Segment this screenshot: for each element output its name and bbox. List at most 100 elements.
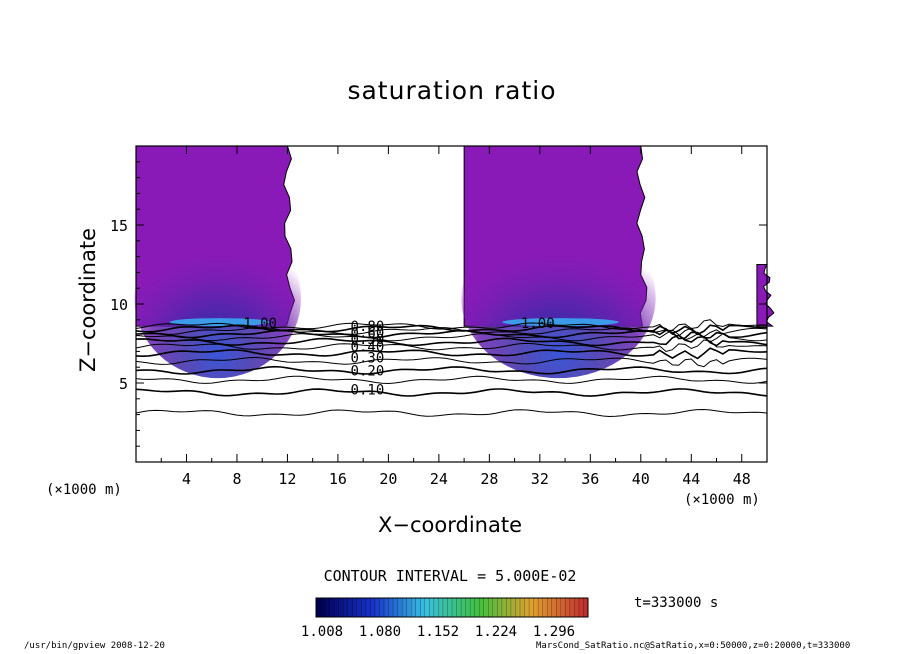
- contour-line: [135, 365, 768, 375]
- colorbar-band: [447, 598, 453, 617]
- colorbar-band: [501, 598, 507, 617]
- colorbar-band: [492, 598, 498, 617]
- contour-line: [135, 319, 768, 331]
- x-unit-right: (×1000 m): [684, 492, 760, 508]
- colorbar-band: [565, 598, 571, 617]
- colorbar-band: [411, 598, 417, 617]
- footer-right: MarsCond_SatRatio.nc@SatRatio,x=0:50000,…: [536, 641, 851, 651]
- colorbar-band: [406, 598, 412, 617]
- y-tick-label: 15: [110, 217, 128, 235]
- colorbar-band: [452, 598, 458, 617]
- saturated-region: [756, 264, 775, 327]
- colorbar-band: [388, 598, 394, 617]
- colorbar-band: [415, 598, 421, 617]
- colorbar-band: [483, 598, 489, 617]
- contour-label: 0.80: [351, 319, 385, 335]
- colorbar-band: [461, 598, 467, 617]
- x-tick-label: 20: [379, 470, 397, 488]
- colorbar-band: [397, 598, 403, 617]
- contour-line: [135, 347, 768, 360]
- colorbar-band: [456, 598, 462, 617]
- x-tick-label: 8: [232, 470, 241, 488]
- colorbar-band: [556, 598, 562, 617]
- colorbar-tick-label: 1.008: [301, 624, 343, 640]
- colorbar-band: [356, 598, 362, 617]
- contour-interval: CONTOUR INTERVAL = 5.000E-02: [323, 567, 577, 585]
- colorbar-band: [334, 598, 340, 617]
- x-tick-label: 40: [632, 470, 650, 488]
- contour-line: [135, 388, 768, 397]
- colorbar-tick-label: 1.152: [417, 624, 459, 640]
- contour-line: [135, 334, 768, 347]
- colorbar-band: [329, 598, 335, 617]
- colorbar-band: [547, 598, 553, 617]
- contour-line: [135, 329, 768, 340]
- contour-line: [135, 339, 768, 353]
- colorbar-band: [352, 598, 358, 617]
- colorbar-band: [510, 598, 516, 617]
- colorbar-band: [325, 598, 331, 617]
- colorbar-band: [524, 598, 530, 617]
- colorbar-band: [533, 598, 539, 617]
- colorbar-band: [429, 598, 435, 617]
- colorbar-band: [497, 598, 503, 617]
- colorbar-band: [420, 598, 426, 617]
- x-tick-label: 36: [581, 470, 599, 488]
- colorbar-band: [438, 598, 444, 617]
- colorbar-band: [583, 598, 589, 617]
- colorbar-band: [470, 598, 476, 617]
- colorbar-band: [379, 598, 385, 617]
- time-label: t=333000 s: [634, 595, 719, 611]
- x-tick-label: 12: [278, 470, 296, 488]
- colorbar-band: [488, 598, 494, 617]
- colorbar-band: [384, 598, 390, 617]
- colorbar-band: [370, 598, 376, 617]
- contour-label: 0.30: [351, 351, 385, 367]
- contour-label: 1.00: [243, 316, 277, 332]
- colorbar-tick-label: 1.296: [533, 624, 575, 640]
- contour-line: [135, 356, 768, 368]
- contour-label: 0.10: [351, 382, 385, 398]
- x-tick-label: 32: [531, 470, 549, 488]
- colorbar-band: [506, 598, 512, 617]
- y-axis-label: Z−coordinate: [76, 228, 100, 372]
- contour-label: 0.60: [351, 325, 385, 341]
- supersaturation-peak: [169, 318, 270, 327]
- x-unit-left: (×1000 m): [46, 482, 122, 498]
- colorbar-band: [520, 598, 526, 617]
- colorbar-band: [551, 598, 557, 617]
- colorbar-tick-label: 1.080: [359, 624, 401, 640]
- contour-label: 1.00: [521, 316, 555, 332]
- x-tick-label: 28: [480, 470, 498, 488]
- colorbar-band: [374, 598, 380, 617]
- contour-line: [135, 324, 767, 336]
- contour-label: 0.50: [351, 332, 385, 348]
- colorbar-tick-label: 1.224: [475, 624, 517, 640]
- colorbar-band: [347, 598, 353, 617]
- supersaturation-peak: [502, 318, 619, 327]
- colorbar-band: [529, 598, 535, 617]
- colorbar-band: [560, 598, 566, 617]
- colorbar-band: [442, 598, 448, 617]
- x-axis-label: X−coordinate: [378, 513, 522, 537]
- colorbar-frame: [315, 597, 589, 618]
- x-tick-label: 4: [182, 470, 191, 488]
- colorbar-band: [424, 598, 430, 617]
- colorbar-band: [569, 598, 575, 617]
- x-tick-label: 44: [682, 470, 700, 488]
- x-tick-label: 24: [430, 470, 448, 488]
- x-tick-label: 48: [733, 470, 751, 488]
- y-tick-label: 5: [119, 375, 128, 393]
- contour-label: 0.20: [351, 363, 385, 379]
- colorbar-band: [433, 598, 439, 617]
- colorbar-band: [542, 598, 548, 617]
- colorbar-band: [578, 598, 584, 617]
- chart-title: saturation ratio: [347, 76, 557, 105]
- footer-left: /usr/bin/gpview 2008-12-20: [24, 641, 165, 651]
- colorbar-band: [465, 598, 471, 617]
- colorbar-band: [402, 598, 408, 617]
- y-tick-label: 10: [110, 296, 128, 314]
- contour-label: 0.40: [351, 340, 385, 356]
- colorbar-band: [320, 598, 326, 617]
- colorbar-band: [365, 598, 371, 617]
